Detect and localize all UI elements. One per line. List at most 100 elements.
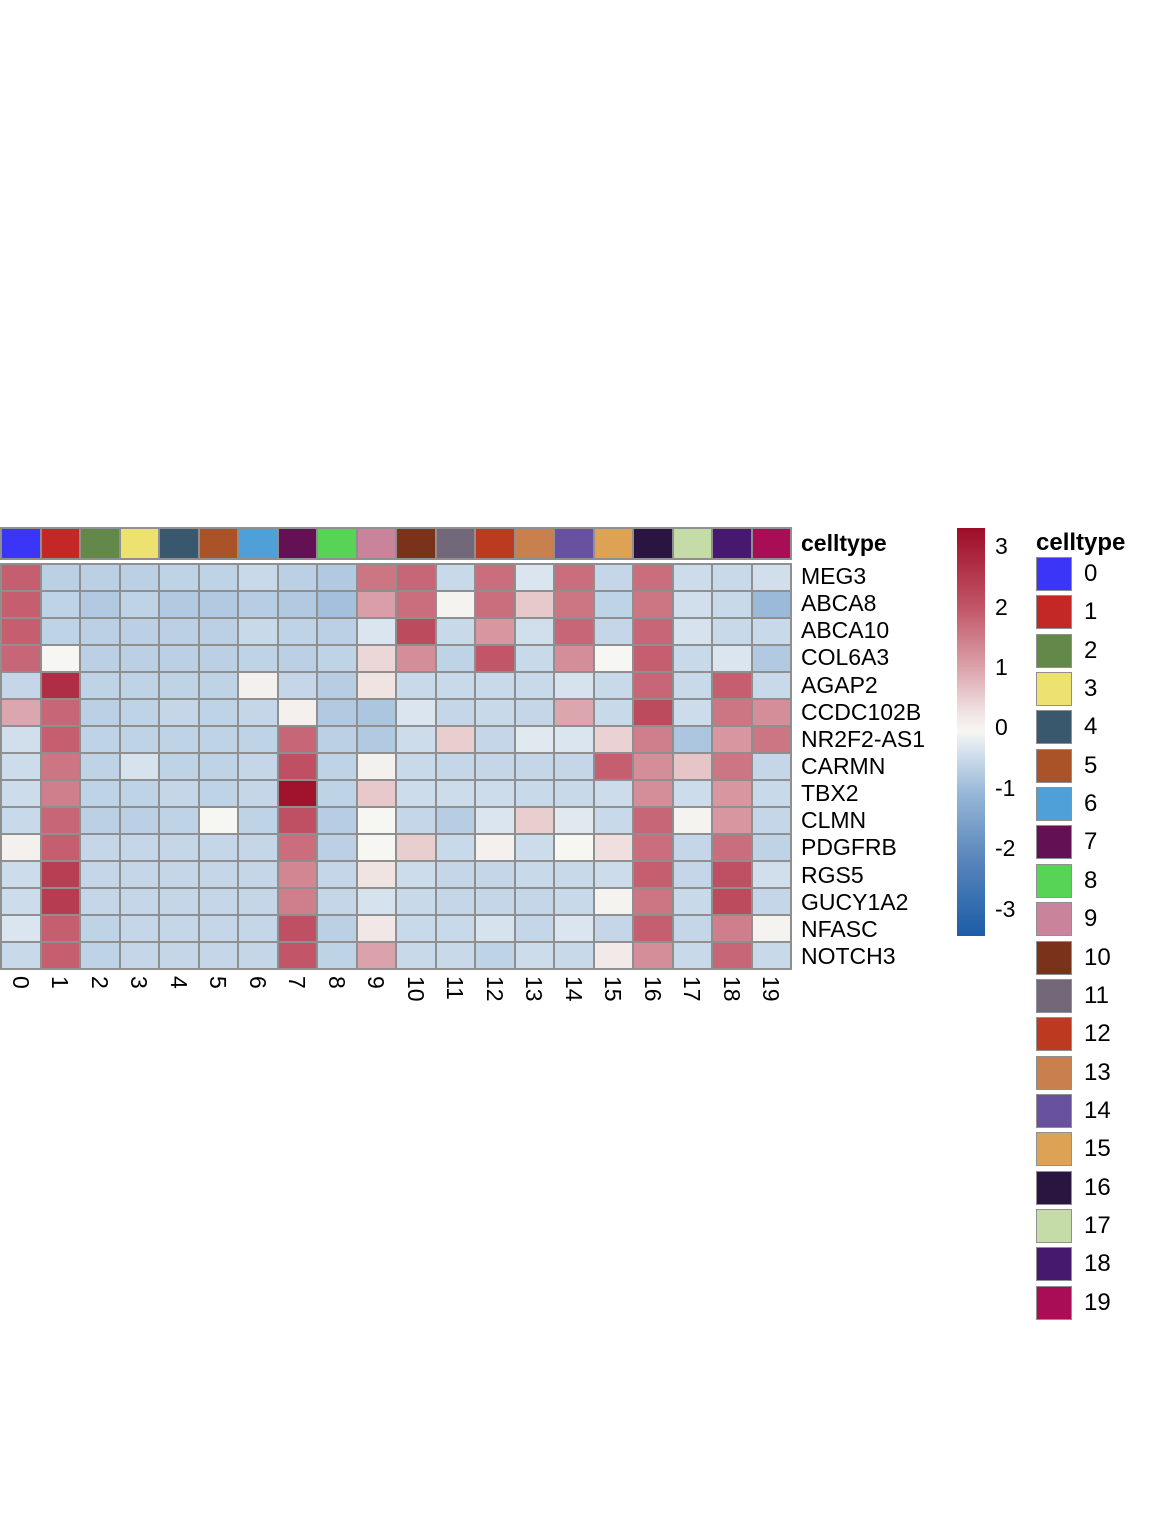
- heatmap-cell: [673, 700, 711, 725]
- heatmap-cell: [278, 727, 316, 752]
- heatmap-cell: [81, 727, 119, 752]
- heatmap-cell: [160, 592, 198, 617]
- legend-swatch-celltype-14: [1036, 1093, 1072, 1128]
- heatmap-cell: [673, 835, 711, 860]
- legend-swatch-celltype-15: [1036, 1132, 1072, 1167]
- row-labels: MEG3 ABCA8 ABCA10 COL6A3 AGAP2 CCDC102B NR2F2-…: [801, 563, 925, 970]
- heatmap-cell: [160, 835, 198, 860]
- heatmap-cell: [357, 646, 395, 671]
- heatmap-cell: [318, 727, 356, 752]
- heatmap-cell: [476, 889, 514, 914]
- heatmap-cell: [713, 835, 751, 860]
- heatmap-cell: [239, 862, 277, 887]
- legend-label-celltype-18: 18: [1084, 1250, 1111, 1278]
- heatmap-cell: [2, 862, 40, 887]
- legend-swatch-celltype-6: [1036, 787, 1072, 822]
- heatmap-cell: [160, 916, 198, 941]
- column-label-8: 8: [323, 976, 350, 989]
- heatmap-cell: [436, 916, 474, 941]
- heatmap-cell: [555, 565, 593, 590]
- heatmap-cell: [81, 592, 119, 617]
- row-label-NOTCH3: NOTCH3: [801, 943, 896, 970]
- annotation-cell-celltype-3: [120, 529, 158, 558]
- heatmap-cell: [397, 916, 435, 941]
- annotation-cell-celltype-7: [278, 529, 316, 558]
- heatmap-cell: [436, 862, 474, 887]
- legend-label-celltype-15: 15: [1084, 1135, 1111, 1163]
- heatmap-cell: [634, 700, 672, 725]
- heatmap-cell: [594, 916, 632, 941]
- heatmap-cell: [199, 727, 237, 752]
- legend-swatch-celltype-18: [1036, 1247, 1072, 1282]
- column-label-1: 1: [47, 976, 74, 989]
- legend-swatch-celltype-11: [1036, 978, 1072, 1013]
- heatmap-cell: [278, 781, 316, 806]
- heatmap-cell: [436, 943, 474, 968]
- heatmap-cell: [239, 835, 277, 860]
- heatmap-cell: [397, 673, 435, 698]
- heatmap-cell: [160, 700, 198, 725]
- heatmap-cell: [634, 862, 672, 887]
- heatmap-cell: [594, 781, 632, 806]
- heatmap-cell: [713, 916, 751, 941]
- heatmap-cell: [318, 646, 356, 671]
- heatmap-cell: [397, 943, 435, 968]
- heatmap-cell: [397, 754, 435, 779]
- legend-swatch-celltype-5: [1036, 748, 1072, 783]
- heatmap-cell: [752, 862, 790, 887]
- heatmap-cell: [397, 862, 435, 887]
- heatmap-cell: [713, 889, 751, 914]
- row-label-PDGFRB: PDGFRB: [801, 834, 897, 861]
- legend-label-celltype-9: 9: [1084, 905, 1098, 933]
- legend-label-celltype-10: 10: [1084, 943, 1111, 971]
- legend-swatch-celltype-10: [1036, 940, 1072, 975]
- heatmap-cell: [41, 646, 79, 671]
- heatmap-cell: [397, 727, 435, 752]
- heatmap-cell: [318, 700, 356, 725]
- heatmap-cell: [357, 673, 395, 698]
- heatmap-cell: [278, 916, 316, 941]
- heatmap-cell: [120, 646, 158, 671]
- heatmap-cell: [397, 592, 435, 617]
- heatmap-cell: [594, 619, 632, 644]
- heatmap-cell: [476, 700, 514, 725]
- annotation-cell-celltype-14: [555, 529, 593, 558]
- heatmap-cell: [673, 781, 711, 806]
- heatmap-cell: [160, 862, 198, 887]
- row-label-COL6A3: COL6A3: [801, 644, 890, 671]
- heatmap-cell: [594, 943, 632, 968]
- heatmap-cell: [634, 646, 672, 671]
- heatmap-cell: [199, 673, 237, 698]
- heatmap-cell: [752, 889, 790, 914]
- legend-label-celltype-4: 4: [1084, 713, 1098, 741]
- column-label-5: 5: [205, 976, 232, 989]
- annotation-cell-celltype-12: [476, 529, 514, 558]
- heatmap-cell: [436, 646, 474, 671]
- heatmap-cell: [515, 646, 553, 671]
- heatmap-cell: [397, 700, 435, 725]
- heatmap-cell: [81, 565, 119, 590]
- heatmap-matrix: [0, 563, 792, 970]
- heatmap-cell: [634, 943, 672, 968]
- heatmap-cell: [555, 727, 593, 752]
- legend-swatch-celltype-16: [1036, 1170, 1072, 1205]
- heatmap-cell: [515, 700, 553, 725]
- legend-label-celltype-8: 8: [1084, 866, 1098, 894]
- heatmap-cell: [752, 835, 790, 860]
- colorbar-tick-0: 0: [995, 714, 1008, 741]
- heatmap-cell: [120, 673, 158, 698]
- heatmap-cell: [318, 889, 356, 914]
- celltype-legend: 0 1 2 3 4 5 6 7 8 9 10 11 12 13 14 15 16 17 18 19: [1036, 557, 1152, 1337]
- heatmap-cell: [318, 943, 356, 968]
- heatmap-cell: [594, 565, 632, 590]
- heatmap-cell: [436, 619, 474, 644]
- heatmap-cell: [713, 673, 751, 698]
- heatmap-cell: [199, 889, 237, 914]
- heatmap-cell: [357, 592, 395, 617]
- heatmap-cell: [239, 592, 277, 617]
- heatmap-cell: [199, 862, 237, 887]
- heatmap-cell: [673, 943, 711, 968]
- annotation-cell-celltype-5: [199, 529, 237, 558]
- heatmap-cell: [160, 673, 198, 698]
- heatmap-cell: [752, 592, 790, 617]
